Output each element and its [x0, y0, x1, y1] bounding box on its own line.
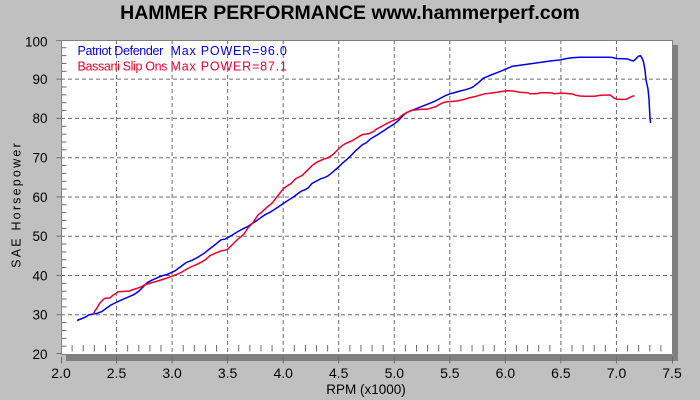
svg-text:Patriot Defender: Patriot Defender — [78, 44, 164, 58]
svg-text:6.5: 6.5 — [551, 365, 571, 381]
svg-text:2.5: 2.5 — [107, 365, 127, 381]
svg-text:SAE Horsepower: SAE Horsepower — [10, 141, 24, 268]
svg-text:3.5: 3.5 — [218, 365, 238, 381]
svg-text:40: 40 — [32, 268, 47, 283]
svg-text:60: 60 — [32, 190, 47, 205]
svg-text:Max POWER=87.1: Max POWER=87.1 — [171, 59, 288, 73]
svg-text:5.0: 5.0 — [385, 365, 405, 381]
svg-text:7.5: 7.5 — [662, 365, 682, 381]
svg-text:80: 80 — [32, 111, 47, 126]
svg-text:90: 90 — [32, 72, 47, 87]
svg-text:50: 50 — [32, 229, 47, 244]
svg-text:6.0: 6.0 — [496, 365, 516, 381]
svg-text:Max POWER=96.0: Max POWER=96.0 — [171, 44, 288, 58]
svg-text:2.0: 2.0 — [51, 365, 71, 381]
svg-text:30: 30 — [32, 308, 47, 323]
svg-text:HAMMER PERFORMANCE www.hammerp: HAMMER PERFORMANCE www.hammerperf.com — [120, 2, 580, 24]
svg-text:70: 70 — [32, 151, 47, 166]
svg-text:7.0: 7.0 — [607, 365, 627, 381]
svg-text:100: 100 — [25, 34, 48, 49]
svg-text:4.0: 4.0 — [273, 365, 293, 381]
svg-text:20: 20 — [32, 347, 47, 362]
svg-text:5.5: 5.5 — [440, 365, 460, 381]
svg-text:4.5: 4.5 — [329, 365, 349, 381]
svg-text:Bassani Slip Ons: Bassani Slip Ons — [78, 59, 168, 73]
svg-text:3.0: 3.0 — [162, 365, 182, 381]
svg-text:RPM (x1000): RPM (x1000) — [326, 382, 406, 397]
